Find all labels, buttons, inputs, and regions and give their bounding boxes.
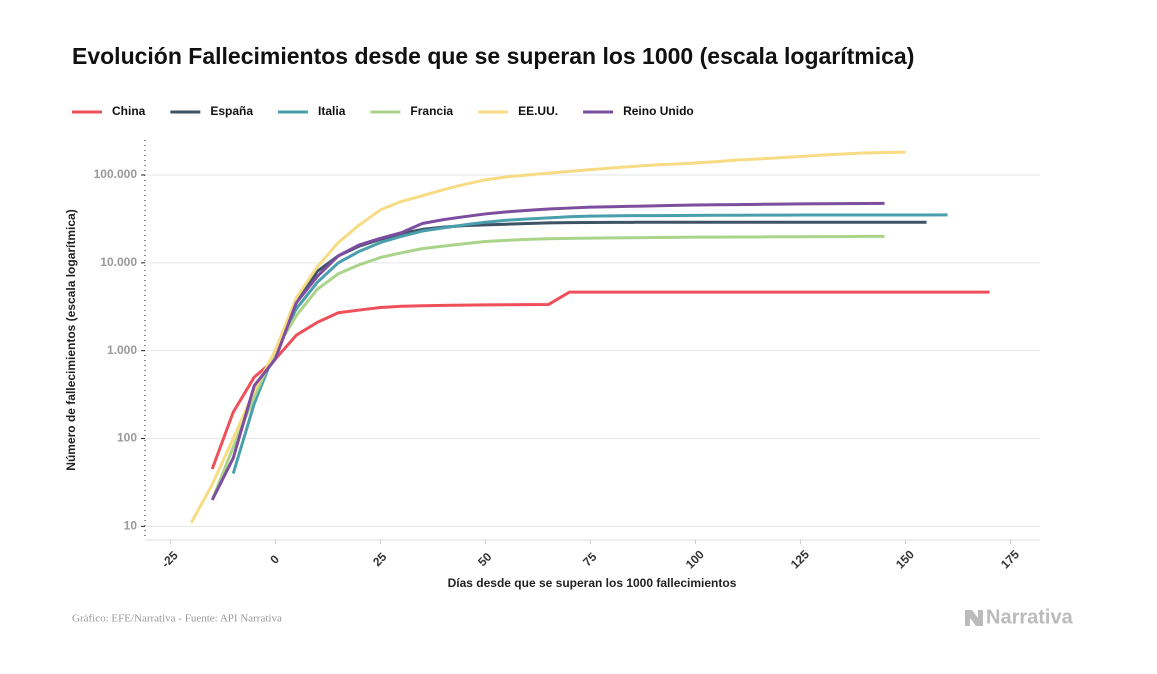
x-tick-label: 0 [267, 552, 282, 567]
x-tick-label: 75 [580, 550, 600, 570]
legend-label: Italia [318, 104, 346, 118]
y-tick-label: 100.000 [94, 167, 138, 181]
y-tick-label: 100 [117, 431, 137, 445]
legend-label: EE.UU. [518, 104, 558, 118]
source: Gráfico: EFE/Narrativa - Fuente: API Nar… [72, 613, 282, 625]
legend-label: China [112, 104, 146, 118]
logo: Narrativa [986, 606, 1074, 628]
chart-title: Evolución Fallecimientos desde que se su… [72, 43, 914, 69]
x-tick-label: 125 [788, 547, 812, 571]
y-tick-label: 10.000 [100, 255, 137, 269]
series-line [189, 150, 906, 524]
x-tick-label: -25 [159, 548, 181, 570]
y-axis-label: Número de fallecimientos (escala logarít… [64, 209, 78, 470]
series-line [210, 234, 885, 501]
x-axis-label: Días desde que se superan los 1000 falle… [448, 576, 737, 590]
legend-label: Francia [410, 104, 453, 118]
x-tick-label: 100 [683, 547, 707, 571]
y-tick-label: 10 [124, 519, 138, 533]
x-tick-label: 150 [893, 547, 917, 571]
x-tick-label: 175 [998, 547, 1022, 571]
x-tick-label: 50 [475, 550, 495, 570]
series-line [210, 201, 885, 501]
legend-label: Reino Unido [623, 104, 694, 118]
x-tick-label: 25 [370, 550, 390, 570]
series-line [231, 213, 948, 474]
logo-icon [965, 610, 983, 626]
legend-label: España [210, 104, 253, 118]
series-line [210, 290, 990, 470]
y-tick-label: 1.000 [107, 343, 137, 357]
